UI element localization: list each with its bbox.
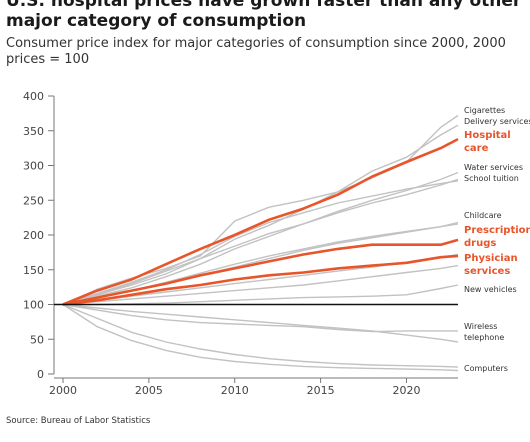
- series-line-unlabeled: [62, 303, 459, 368]
- series-label: Water services: [464, 163, 523, 172]
- chart-title: U.S. hospital prices have grown faster t…: [6, 0, 522, 31]
- series-label: Hospital: [464, 130, 511, 141]
- series-line-unlabeled: [62, 264, 459, 306]
- y-tick-label: 400: [23, 90, 44, 103]
- series-highlight-lines: [62, 137, 459, 306]
- x-tick-label: 2020: [392, 384, 420, 397]
- series-label: Physician: [464, 253, 518, 264]
- series-line-unlabeled: [62, 180, 459, 306]
- series-label: New vehicles: [464, 285, 517, 294]
- series-line-computers: [62, 303, 459, 372]
- series-line-prescription-drugs: [62, 238, 459, 306]
- y-tick-label: 100: [23, 299, 44, 312]
- series-label: drugs: [464, 238, 496, 249]
- series-label: services: [464, 266, 510, 277]
- series-label: Wireless: [464, 322, 497, 331]
- series-label: Prescription: [464, 225, 530, 236]
- source-note: Source: Bureau of Labor Statistics: [6, 416, 151, 426]
- series-line-wireless-telephone: [62, 303, 458, 333]
- y-tick-label: 0: [37, 368, 44, 381]
- series-label: Cigarettes: [464, 106, 505, 115]
- y-tick-label: 350: [23, 125, 44, 138]
- series-label: Computers: [464, 364, 508, 373]
- series-labels: Cigarettes Delivery services Hospital care W…: [464, 106, 530, 373]
- y-axis-ticks: 0 50 100 150 200 250 300 350 400: [23, 90, 55, 381]
- series-label: care: [464, 143, 489, 154]
- series-line-unlabeled: [62, 303, 459, 343]
- x-tick-label: 2000: [49, 384, 77, 397]
- series-line-school-tuition: [62, 178, 459, 306]
- y-tick-label: 50: [30, 333, 44, 346]
- series-label: School tuition: [464, 174, 519, 183]
- series-line-hospital-care: [62, 137, 459, 306]
- series-label: Delivery services: [464, 117, 530, 126]
- y-tick-label: 250: [23, 194, 44, 207]
- chart-subtitle: Consumer price index for major categorie…: [6, 36, 506, 67]
- series-other-lines: [62, 114, 459, 372]
- x-axis-ticks: 2000 2005 2010 2015 2020: [49, 377, 458, 397]
- series-label: telephone: [464, 333, 504, 342]
- y-tick-label: 300: [23, 160, 44, 173]
- y-tick-label: 200: [23, 229, 44, 242]
- series-label: Childcare: [464, 211, 502, 220]
- series-line-physician-services: [62, 254, 459, 306]
- y-tick-label: 150: [23, 264, 44, 277]
- series-line-water-services: [62, 171, 459, 306]
- x-tick-label: 2010: [221, 384, 249, 397]
- series-line-delivery-services: [62, 124, 459, 306]
- x-tick-label: 2005: [135, 384, 163, 397]
- x-tick-label: 2015: [307, 384, 335, 397]
